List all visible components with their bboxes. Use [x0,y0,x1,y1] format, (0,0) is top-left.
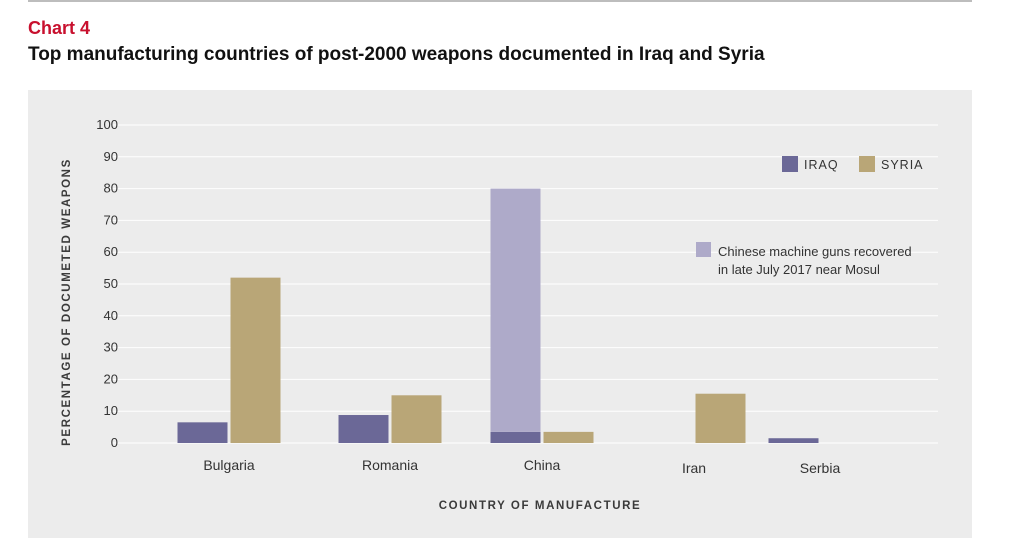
x-tick-label: Bulgaria [203,457,255,473]
bar-iraq-bulgaria [177,422,228,443]
x-axis-title: COUNTRY OF MANUFACTURE [439,500,642,512]
x-tick-label: Serbia [800,460,841,476]
y-tick-label: 30 [104,340,118,355]
bars [177,188,819,443]
legend-label-iraq: IRAQ [804,158,839,172]
x-tick-label: China [524,457,561,473]
legend-label-syria: SYRIA [881,158,924,172]
y-tick-label: 0 [111,435,118,450]
top-rule [28,0,972,2]
y-tick-label: 10 [104,403,118,418]
y-axis-title: PERCENTAGE OF DOCUMETED WEAPONS [61,158,73,446]
y-tick-label: 80 [104,181,118,196]
chart-panel: 0 10 20 30 40 50 60 70 80 90 100 Bulgaria Romania Ch… [28,90,972,538]
annotation-swatch [696,242,711,257]
bar-iraq-china [490,431,541,443]
annotation-line-1: Chinese machine guns recovered [718,244,912,259]
bar-chart: 0 10 20 30 40 50 60 70 80 90 100 Bulgaria Romania Ch… [61,117,938,512]
y-tick-label: 40 [104,308,118,323]
legend-swatch-syria [859,156,875,172]
bar-syria-china [543,431,594,443]
x-tick-label: Iran [682,460,706,476]
annotation-line-2: in late July 2017 near Mosul [718,262,880,277]
chart-number: Chart 4 [28,18,91,38]
y-tick-label: 90 [104,149,118,164]
y-tick-label: 60 [104,244,118,259]
x-axis-ticks: Bulgaria Romania China Iran Serbia [203,457,840,476]
annotation: Chinese machine guns recovered in late J… [696,242,912,277]
legend-swatch-iraq [782,156,798,172]
y-tick-label: 50 [104,276,118,291]
y-tick-label: 100 [96,117,118,132]
bar-iraq-serbia [768,438,819,443]
bar-chinese-machine-guns [490,188,541,432]
bar-syria-romania [391,395,442,443]
x-tick-label: Romania [362,457,418,473]
bar-syria-bulgaria [230,277,281,443]
bar-syria-iran [695,393,746,443]
legend: IRAQ SYRIA [782,156,924,172]
chart-title: Top manufacturing countries of post-2000… [28,44,765,65]
bar-iraq-romania [338,415,389,443]
y-axis-ticks: 0 10 20 30 40 50 60 70 80 90 100 [96,117,118,450]
y-tick-label: 20 [104,371,118,386]
y-tick-label: 70 [104,212,118,227]
